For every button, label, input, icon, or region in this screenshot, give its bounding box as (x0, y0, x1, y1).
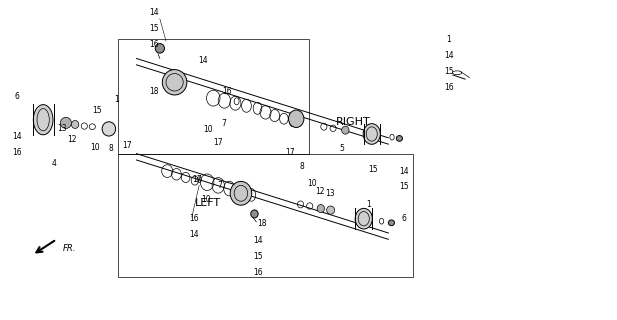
Text: 12: 12 (67, 135, 77, 144)
Ellipse shape (60, 117, 72, 128)
Text: 16: 16 (149, 40, 159, 49)
Ellipse shape (317, 204, 325, 212)
Text: 14: 14 (198, 56, 208, 65)
Text: 13: 13 (57, 124, 67, 133)
Ellipse shape (33, 105, 53, 135)
Text: 14: 14 (189, 230, 199, 239)
Text: 6: 6 (14, 92, 19, 101)
Text: 15: 15 (149, 24, 159, 33)
Ellipse shape (326, 206, 334, 214)
Text: 10: 10 (201, 195, 211, 204)
Text: 10: 10 (203, 125, 213, 134)
Text: 16: 16 (12, 148, 22, 156)
Text: 14: 14 (253, 236, 262, 245)
Text: 15: 15 (92, 106, 101, 115)
Text: 15: 15 (368, 165, 378, 174)
Ellipse shape (289, 110, 304, 127)
Text: 7: 7 (217, 181, 222, 190)
Text: 1: 1 (115, 95, 119, 104)
Text: 12: 12 (315, 187, 325, 196)
Text: 18: 18 (258, 219, 267, 228)
Ellipse shape (342, 126, 349, 134)
Ellipse shape (102, 122, 115, 136)
Text: RIGHT: RIGHT (336, 117, 371, 127)
Text: 10: 10 (307, 179, 317, 188)
Text: 1: 1 (366, 200, 371, 209)
Text: 18: 18 (149, 87, 159, 96)
Ellipse shape (251, 210, 258, 218)
Ellipse shape (388, 220, 394, 226)
Text: 14: 14 (149, 8, 159, 17)
Text: 17: 17 (285, 148, 295, 156)
Text: 4: 4 (51, 159, 56, 168)
Text: 6: 6 (401, 214, 406, 223)
Text: 16: 16 (444, 83, 453, 92)
Ellipse shape (155, 44, 165, 53)
Text: 17: 17 (213, 138, 222, 147)
Text: 14: 14 (399, 167, 408, 176)
Text: 5: 5 (340, 144, 345, 153)
Text: 8: 8 (300, 162, 305, 171)
Text: 13: 13 (325, 189, 335, 198)
Text: LEFT: LEFT (195, 198, 221, 208)
Ellipse shape (72, 121, 79, 128)
Text: FR.: FR. (63, 244, 76, 253)
Text: 17: 17 (192, 174, 202, 184)
Text: 14: 14 (444, 51, 453, 60)
Text: 16: 16 (223, 87, 232, 96)
Text: 15: 15 (399, 182, 408, 191)
Ellipse shape (363, 124, 380, 144)
Ellipse shape (230, 181, 252, 205)
Text: 16: 16 (189, 214, 199, 223)
Text: 15: 15 (444, 67, 453, 76)
Text: 7: 7 (222, 119, 226, 128)
Text: 1: 1 (446, 35, 451, 44)
Text: 8: 8 (109, 144, 113, 153)
Text: 10: 10 (90, 143, 99, 152)
Text: 16: 16 (253, 268, 262, 277)
Text: 14: 14 (12, 132, 22, 141)
Text: 17: 17 (123, 141, 132, 150)
Ellipse shape (396, 136, 402, 141)
Text: 15: 15 (253, 252, 262, 261)
Ellipse shape (162, 69, 187, 95)
Ellipse shape (355, 208, 373, 229)
